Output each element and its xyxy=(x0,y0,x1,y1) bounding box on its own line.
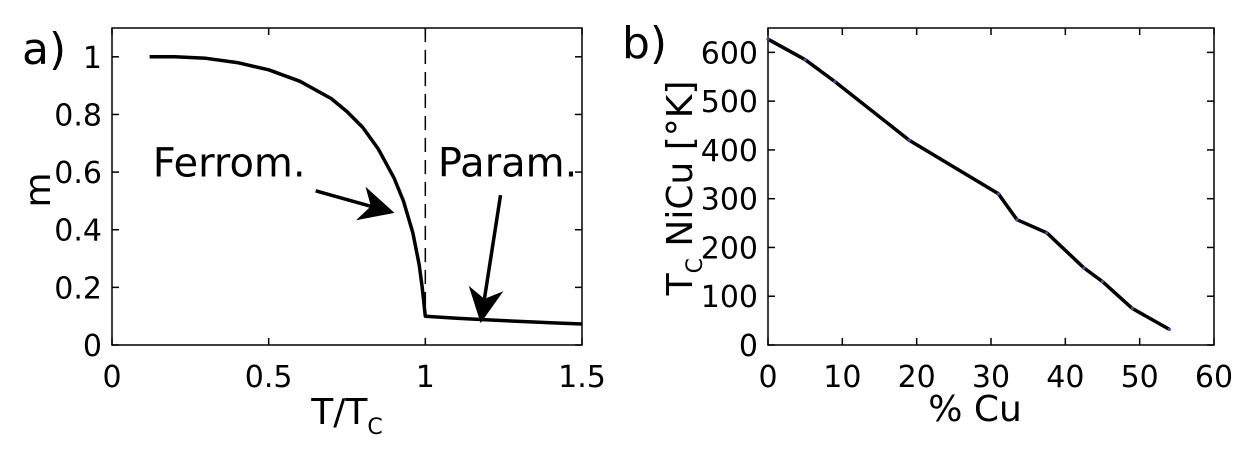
paramagnetic-annotation: Param. xyxy=(438,140,577,186)
data-point xyxy=(766,37,770,41)
panel-b-y-axis-label-sub: C xyxy=(683,258,708,273)
panel-b-curie-temperature-line xyxy=(767,37,1171,331)
data-point xyxy=(1167,327,1171,331)
x-tick-label: 0.5 xyxy=(245,360,293,395)
panel-a-x-axis-label-sub: C xyxy=(367,415,382,440)
y-tick-label: 0 xyxy=(83,329,102,364)
x-tick-label: 20 xyxy=(898,360,936,395)
panel-b-data-markers xyxy=(766,37,1171,331)
x-tick-label: 40 xyxy=(1046,360,1084,395)
panel-b-y-axis-label-rest: NiCu [°K] xyxy=(660,81,701,258)
y-tick-label: 200 xyxy=(701,231,758,266)
panel-b-ticks xyxy=(767,28,1215,346)
x-tick-label: 30 xyxy=(972,360,1010,395)
panel-a-letter: a) xyxy=(22,24,66,75)
panel-b-x-axis-label: % Cu xyxy=(928,389,1022,430)
panel-a-axes-frame xyxy=(111,27,583,346)
x-tick-label: 60 xyxy=(1195,360,1233,395)
ferromagnetic-arrow xyxy=(315,186,395,221)
panel-a-x-axis-label-main: T/T xyxy=(310,392,368,433)
ferromagnetic-annotation: Ferrom. xyxy=(153,140,306,186)
x-tick-label: 0 xyxy=(758,360,777,395)
y-tick-label: 0.6 xyxy=(54,156,102,191)
panel-a-tick-labels: 0 0.5 1 1.5 0 0.2 0.4 0.6 0.8 1 xyxy=(54,41,606,395)
data-point xyxy=(1100,280,1105,284)
y-tick-label: 600 xyxy=(701,36,758,71)
panel-a-y-axis-label: m xyxy=(18,172,59,207)
panel-a: a) 0 0.5 1 1.5 0 0.2 0.4 0.6 0.8 1 Ferrom. Param.… xyxy=(18,24,606,440)
data-point xyxy=(833,80,837,84)
data-point xyxy=(1082,266,1086,270)
data-point xyxy=(803,58,807,62)
x-tick-label: 50 xyxy=(1121,360,1159,395)
data-point xyxy=(907,138,911,142)
panel-a-x-axis-label: T/TC xyxy=(310,392,382,440)
x-tick-label: 1.5 xyxy=(558,360,606,395)
paramagnetic-arrow xyxy=(468,194,504,324)
y-tick-label: 300 xyxy=(701,183,758,218)
y-tick-label: 100 xyxy=(701,280,758,315)
y-tick-label: 0.2 xyxy=(54,271,102,306)
panel-b-y-axis-label: TC NiCu [°K] xyxy=(660,81,708,297)
panel-b-axes-frame xyxy=(767,27,1215,346)
panel-a-magnetization-curve xyxy=(149,55,583,326)
panel-b-y-axis-label-main: T xyxy=(660,272,701,296)
y-tick-label: 0.4 xyxy=(54,214,102,249)
y-tick-label: 1 xyxy=(83,41,102,76)
y-tick-label: 0.8 xyxy=(54,98,102,133)
x-tick-label: 0 xyxy=(102,360,121,395)
panel-a-ticks xyxy=(111,28,583,346)
data-point xyxy=(1015,218,1019,222)
x-tick-label: 10 xyxy=(823,360,861,395)
data-point xyxy=(1045,231,1049,235)
data-point xyxy=(1130,306,1134,311)
data-point xyxy=(996,192,1001,196)
y-tick-label: 500 xyxy=(701,85,758,120)
y-tick-label: 400 xyxy=(701,134,758,169)
panel-b-letter: b) xyxy=(622,18,667,69)
x-tick-label: 1 xyxy=(416,360,435,395)
y-tick-label: 0 xyxy=(739,329,758,364)
